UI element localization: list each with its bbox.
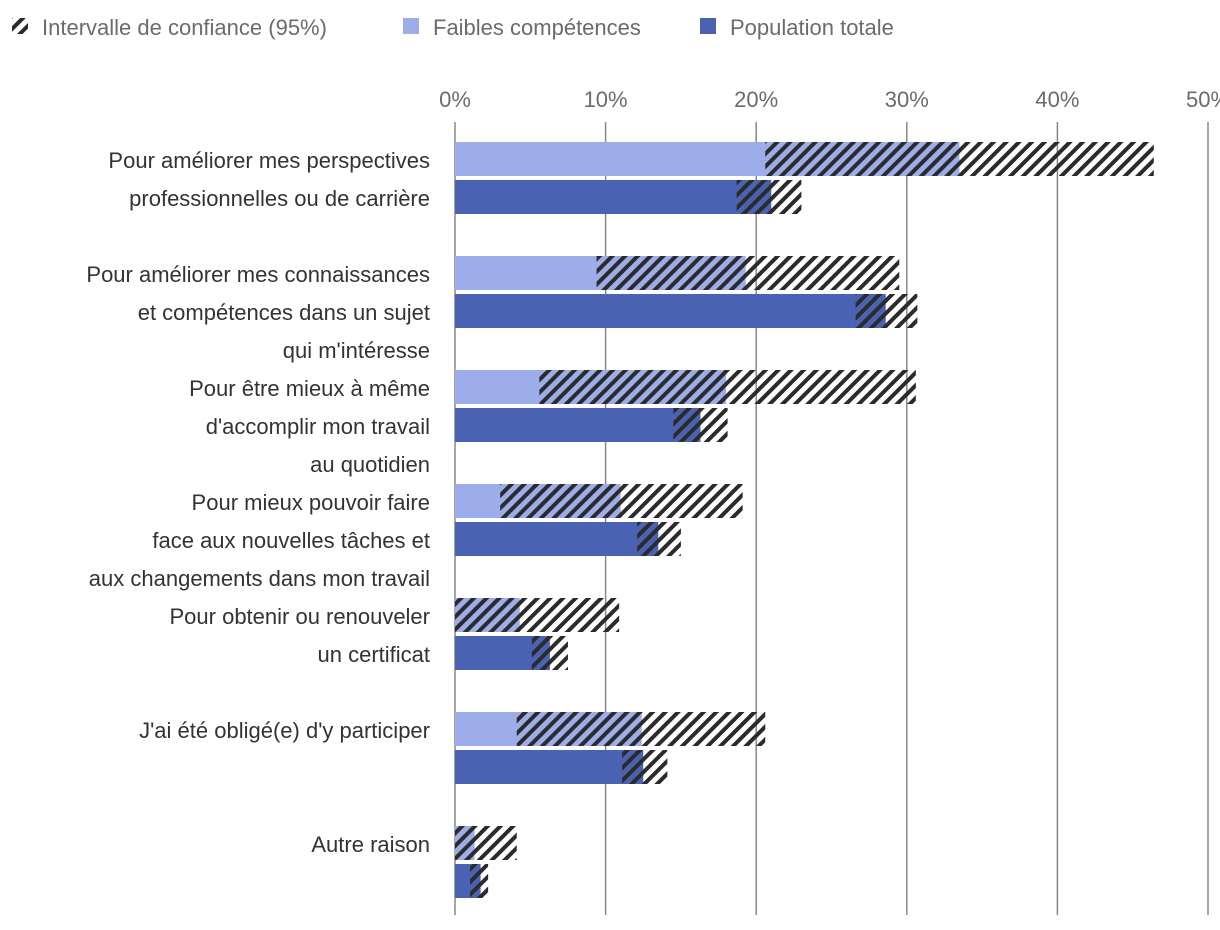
- category-label-line: face aux nouvelles tâches et: [152, 528, 430, 553]
- category-label: Pour améliorer mes connaissances et compé…: [86, 262, 430, 363]
- ci-bar-total: [673, 408, 728, 442]
- category-label-line: un certificat: [318, 642, 431, 667]
- category-label-line: aux changements dans mon travail: [89, 566, 430, 591]
- ci-bar-total: [637, 522, 681, 556]
- ci-bar-low: [765, 142, 1154, 176]
- category-label-line: Autre raison: [311, 832, 430, 857]
- category-label: Pour être mieux à même d'accomplir mon tr…: [189, 376, 430, 477]
- x-tick-label: 40%: [1035, 87, 1079, 112]
- legend-label-ci: Intervalle de confiance (95%): [42, 15, 327, 40]
- ci-bar-total: [622, 750, 668, 784]
- ci-bar-low: [455, 826, 517, 860]
- ci-bar-low: [516, 712, 766, 746]
- category-label-line: Pour mieux pouvoir faire: [192, 490, 430, 515]
- ci-bar-total: [470, 864, 489, 898]
- category-label-line: Pour être mieux à même: [189, 376, 430, 401]
- chart-legend: Intervalle de confiance (95%) Faibles com…: [12, 15, 894, 40]
- bar-total: [455, 522, 659, 556]
- bar-total: [455, 294, 886, 328]
- legend-swatch-ci: [12, 18, 28, 34]
- x-tick-label: 0%: [439, 87, 471, 112]
- category-label: Pour obtenir ou renouveler un certificat: [170, 604, 431, 667]
- category-labels: Pour améliorer mes perspectives professio…: [86, 148, 430, 857]
- ci-bar-low: [455, 598, 620, 632]
- bar-total: [455, 180, 772, 214]
- legend-label-low: Faibles compétences: [433, 15, 641, 40]
- category-label-line: et compétences dans un sujet: [138, 300, 430, 325]
- x-axis-ticks: 0% 10% 20% 30% 40% 50%: [439, 87, 1220, 112]
- category-label-line: professionnelles ou de carrière: [129, 186, 430, 211]
- chart-grid: [454, 122, 1209, 915]
- ci-bar-low: [539, 370, 916, 404]
- category-label: Pour mieux pouvoir faire face aux nouvell…: [89, 490, 430, 591]
- legend-label-total: Population totale: [730, 15, 894, 40]
- category-label-line: Pour améliorer mes perspectives: [108, 148, 430, 173]
- category-label-line: Pour obtenir ou renouveler: [170, 604, 431, 629]
- ci-bar-low: [596, 256, 900, 290]
- x-tick-label: 20%: [734, 87, 778, 112]
- bar-total: [455, 750, 644, 784]
- x-tick-label: 30%: [885, 87, 929, 112]
- ci-bar-total: [531, 636, 568, 670]
- category-label: Autre raison: [311, 832, 430, 857]
- x-tick-label: 50%: [1186, 87, 1220, 112]
- bar-total: [455, 408, 701, 442]
- category-label-line: au quotidien: [310, 452, 430, 477]
- legend-swatch-total: [700, 18, 716, 34]
- category-label-line: Pour améliorer mes connaissances: [86, 262, 430, 287]
- chart-bars: [455, 142, 1154, 898]
- category-label-line: qui m'intéresse: [283, 338, 430, 363]
- legend-swatch-low: [403, 18, 419, 34]
- category-label: J'ai été obligé(e) d'y participer: [139, 718, 430, 743]
- ci-bar-total: [736, 180, 802, 214]
- ci-bar-total: [855, 294, 918, 328]
- x-tick-label: 10%: [584, 87, 628, 112]
- ci-bar-low: [500, 484, 743, 518]
- category-label-line: d'accomplir mon travail: [206, 414, 430, 439]
- category-label-line: J'ai été obligé(e) d'y participer: [139, 718, 430, 743]
- category-label: Pour améliorer mes perspectives professio…: [108, 148, 430, 211]
